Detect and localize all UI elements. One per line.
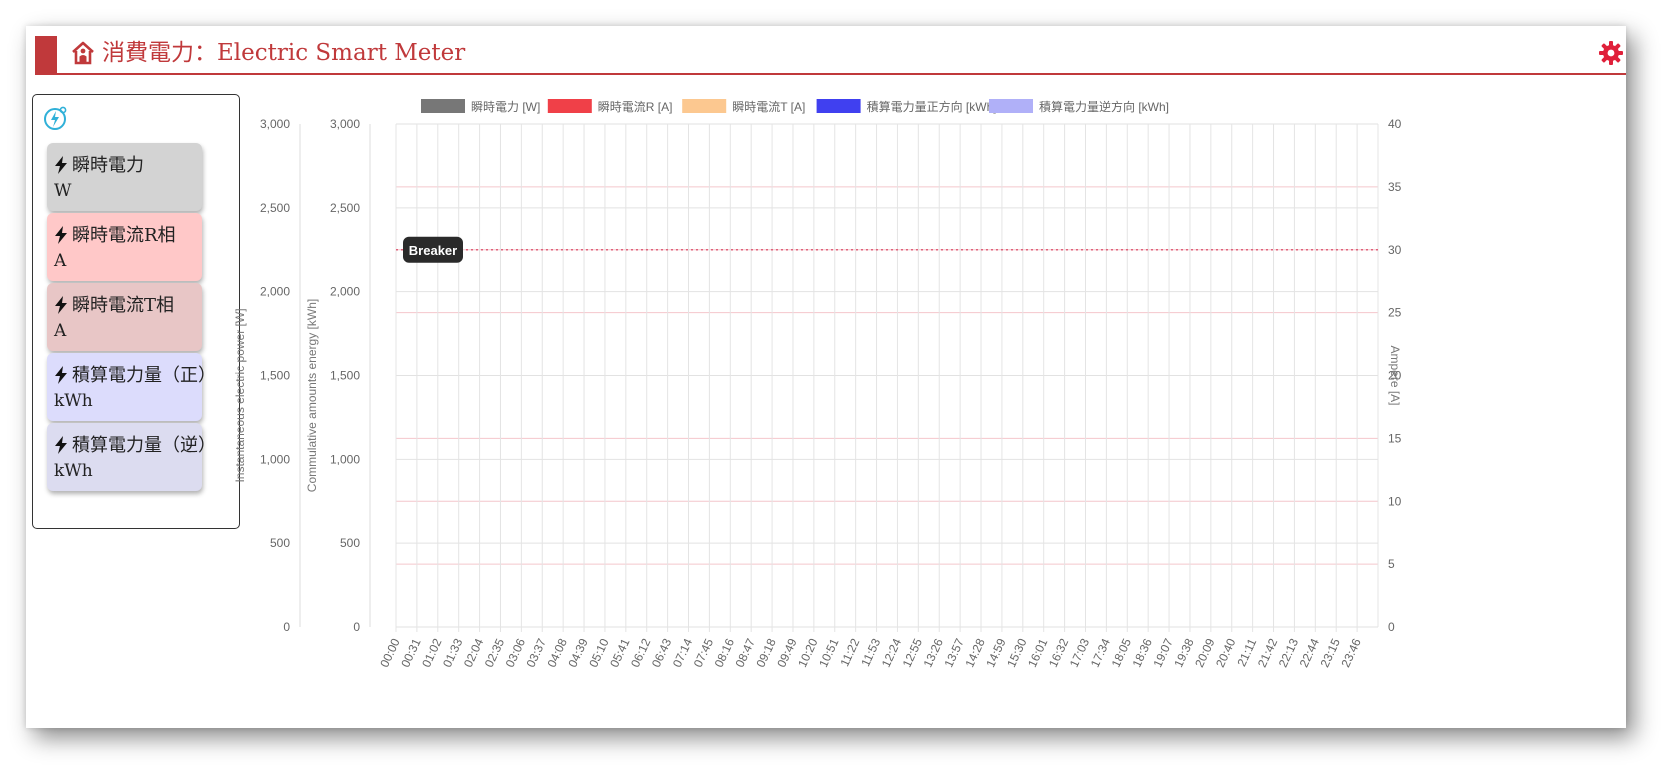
energy-tick-label: 2,000 xyxy=(330,285,360,299)
card-current-r[interactable]: 瞬時電流R相 A xyxy=(47,213,202,281)
energy-tick-label: 3,000 xyxy=(330,117,360,131)
energy-tick-label: 2,500 xyxy=(330,201,360,215)
ampere-tick-label: 0 xyxy=(1388,620,1395,634)
power-tick-label: 1,500 xyxy=(260,369,290,383)
ampere-tick-label: 15 xyxy=(1388,431,1402,445)
legend-swatch xyxy=(816,99,861,113)
legend-swatch xyxy=(547,99,592,113)
ampere-tick-label: 40 xyxy=(1388,117,1402,131)
ampere-tick-label: 10 xyxy=(1388,494,1402,508)
legend-swatch xyxy=(682,99,727,113)
card-label: 瞬時電流T相 xyxy=(72,295,175,316)
legend-label: 積算電力量正方向 [kWh] xyxy=(867,99,997,114)
header-divider xyxy=(35,73,1626,75)
legend-label: 瞬時電流R [A] xyxy=(598,100,673,114)
legend-label: 瞬時電力 [W] xyxy=(471,100,540,114)
breaker-label-box xyxy=(403,236,463,263)
card-unit: A xyxy=(54,321,67,341)
bolt-icon xyxy=(55,366,67,384)
gear-icon[interactable] xyxy=(1598,40,1624,66)
card-title-row: 瞬時電力 xyxy=(54,151,144,177)
header-accent-bar xyxy=(35,36,57,74)
ampere-tick-label: 5 xyxy=(1388,557,1395,571)
card-label: 瞬時電流R相 xyxy=(72,225,176,246)
ampere-tick-label: 25 xyxy=(1388,306,1402,320)
power-tick-label: 2,000 xyxy=(260,285,290,299)
energy-tick-label: 1,000 xyxy=(330,452,360,466)
page-title: 消費電力：Electric Smart Meter xyxy=(102,40,466,66)
energy-tick-label: 1,500 xyxy=(330,369,360,383)
x-tick-label: 20:40 xyxy=(1213,636,1239,669)
bolt-icon xyxy=(55,436,67,454)
card-label: 積算電力量（逆） xyxy=(72,435,216,456)
card-title-row: 瞬時電流T相 xyxy=(54,291,174,317)
power-tick-label: 1,000 xyxy=(260,452,290,466)
x-tick-label: 23:46 xyxy=(1338,636,1364,669)
power-chart: 40 35 30 25 20 15 10 5 0 3,000 2,500 2,000 1,500 1,00… xyxy=(233,99,1402,669)
card-energy-forward[interactable]: 積算電力量（正） kWh xyxy=(47,353,216,421)
smart-meter-panel: 消費電力：Electric Smart Meter xyxy=(26,26,1626,728)
card-unit: W xyxy=(54,181,72,201)
ampere-tick-label: 30 xyxy=(1388,243,1402,257)
power-tick-label: 0 xyxy=(283,620,290,634)
power-tick-label: 2,500 xyxy=(260,201,290,215)
card-unit: A xyxy=(54,251,67,271)
card-current-t[interactable]: 瞬時電流T相 A xyxy=(47,283,202,351)
energy-tick-label: 500 xyxy=(340,536,360,550)
panel-header: 消費電力：Electric Smart Meter xyxy=(26,26,1626,75)
card-title-row: 積算電力量（逆） xyxy=(54,431,216,457)
legend-swatch xyxy=(421,99,465,113)
card-unit: kWh xyxy=(54,391,93,411)
breaker-label: Breaker xyxy=(409,243,457,258)
legend-label: 積算電力量逆方向 [kWh] xyxy=(1039,99,1169,114)
ampere-axis-title: Ampere [A] xyxy=(1388,345,1402,405)
bolt-icon xyxy=(55,296,67,314)
card-label: 瞬時電力 xyxy=(72,155,144,176)
card-label: 積算電力量（正） xyxy=(72,365,216,386)
legend-label: 瞬時電流T [A] xyxy=(732,100,805,114)
meter-bolt-icon xyxy=(44,106,67,130)
ampere-tick-label: 35 xyxy=(1388,180,1402,194)
ampere-tick-label: 20 xyxy=(1388,369,1402,383)
home-person-icon xyxy=(72,41,94,65)
x-tick-label: 10:51 xyxy=(816,636,842,669)
energy-tick-label: 0 xyxy=(353,620,360,634)
card-unit: kWh xyxy=(54,461,93,481)
card-title-row: 積算電力量（正） xyxy=(54,361,216,387)
bolt-icon xyxy=(55,226,67,244)
legend-swatch xyxy=(989,99,1033,113)
card-energy-reverse[interactable]: 積算電力量（逆） kWh xyxy=(47,423,216,491)
energy-axis-title: Commulative amounts energy [kWh] xyxy=(305,299,319,492)
card-title-row: 瞬時電流R相 xyxy=(54,221,176,247)
power-tick-label: 500 xyxy=(270,536,290,550)
power-axis-title: Instantaneous electric power [W] xyxy=(233,308,247,482)
card-instant-power[interactable]: 瞬時電力 W xyxy=(47,143,202,211)
meter-sidebar: 瞬時電力 W 瞬時電流R相 A 瞬時電流T相 A 積算電力量（正） kWh 積算… xyxy=(32,94,240,529)
bolt-icon xyxy=(55,156,67,174)
power-tick-label: 3,000 xyxy=(260,117,290,131)
